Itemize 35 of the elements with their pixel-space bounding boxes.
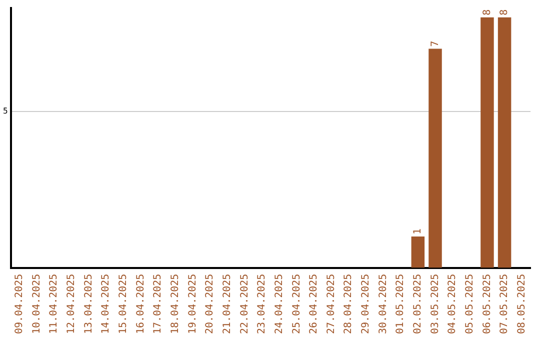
data-label: 7 (430, 40, 441, 47)
x-tick-label: 20.04.2025 (204, 274, 216, 334)
x-tick-label: 08.05.2025 (516, 274, 528, 334)
x-tick-label: 16.04.2025 (135, 274, 146, 334)
x-tick-label: 11.04.2025 (48, 274, 60, 334)
x-tick-label: 24.04.2025 (274, 274, 285, 334)
x-tick-label: 15.04.2025 (118, 274, 130, 334)
x-tick-label: 29.04.2025 (360, 274, 372, 334)
x-tick-label: 09.04.2025 (14, 274, 26, 334)
x-tick-label: 21.04.2025 (222, 274, 233, 334)
x-tick-label: 18.04.2025 (170, 274, 181, 334)
x-tick-label: 30.04.2025 (378, 274, 389, 334)
x-tick-label: 19.04.2025 (187, 274, 198, 334)
x-tick-label: 25.04.2025 (291, 274, 302, 334)
x-tick-label: 04.05.2025 (447, 274, 458, 334)
x-tick-label: 28.04.2025 (343, 274, 354, 334)
data-label: 1 (412, 228, 424, 234)
x-tick-label: 05.05.2025 (464, 274, 476, 334)
x-tick-label: 12.04.2025 (66, 274, 78, 334)
x-tick-label: 23.04.2025 (256, 274, 268, 334)
x-tick-label: 10.04.2025 (31, 274, 42, 334)
x-tick-label: 17.04.2025 (152, 274, 164, 334)
y-tick-label: 5 (2, 106, 8, 116)
data-label: 8 (499, 9, 510, 16)
x-tick-label: 14.04.2025 (100, 274, 112, 334)
x-tick-label: 26.04.2025 (308, 274, 320, 334)
x-tick-label: 27.04.2025 (326, 274, 337, 334)
x-tick-label: 13.04.2025 (83, 274, 94, 334)
x-tick-label: 07.05.2025 (499, 274, 510, 334)
x-tick-label: 22.04.2025 (239, 274, 250, 334)
data-label: 8 (482, 9, 493, 16)
x-tick-label: 02.05.2025 (412, 274, 424, 334)
x-tick-label: 03.05.2025 (430, 274, 441, 334)
x-tick-label: 06.05.2025 (482, 274, 493, 334)
x-tick-label: 01.05.2025 (395, 274, 406, 334)
